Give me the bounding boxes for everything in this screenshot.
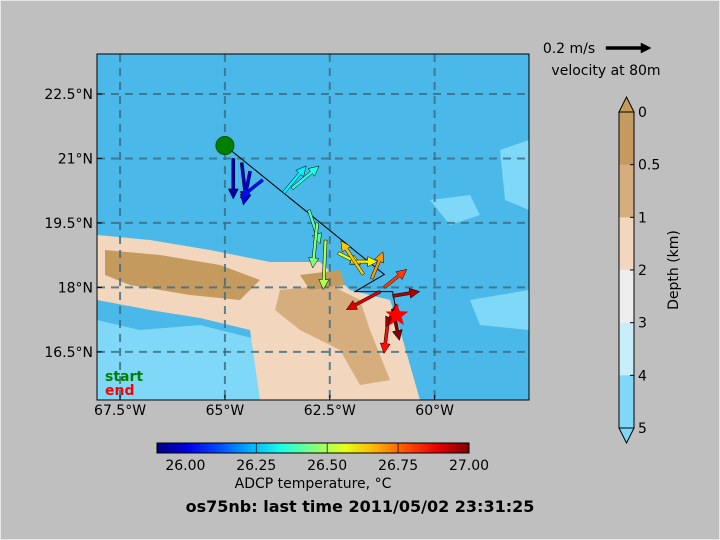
ship-track — [224, 145, 398, 316]
land — [275, 285, 390, 385]
lon-tick-label: 62.5°W — [304, 403, 356, 419]
lat-tick-label: 22.5°N — [44, 87, 93, 103]
velocity-arrow — [345, 290, 382, 310]
lat-tick-label: 16.5°N — [44, 345, 93, 361]
end-marker — [385, 303, 409, 326]
colorbar-tick-label: 26.75 — [378, 458, 418, 474]
end-label: end — [105, 383, 134, 399]
velocity-arrow — [383, 269, 408, 289]
velocity-arrow — [290, 165, 320, 191]
lat-tick-label: 21°N — [58, 151, 93, 167]
depth-band — [619, 270, 634, 324]
map-frame — [96, 53, 530, 401]
depth-tick-label: 0.5 — [638, 158, 660, 174]
colorbar-tick-label: 27.00 — [449, 458, 489, 474]
velocity-arrow — [370, 251, 385, 280]
lat-tick-label: 18°N — [58, 280, 93, 296]
land — [105, 250, 260, 300]
deep-water — [430, 195, 529, 330]
title: os75nb: last time 2011/05/02 23:31:25 — [186, 497, 535, 516]
depth-band — [619, 164, 634, 218]
depth-tick-label: 3 — [638, 316, 647, 332]
lon-tick-label: 67.5°W — [94, 403, 146, 419]
depth-tick-label: 2 — [638, 263, 647, 279]
depth-band — [619, 217, 634, 271]
deep-water — [97, 320, 270, 400]
temperature-colorbar — [156, 442, 470, 454]
velocity-arrow — [282, 165, 307, 195]
depth-tick-label: 5 — [638, 421, 647, 437]
velocity-arrow — [340, 240, 365, 276]
depth-tick-label: 4 — [638, 368, 647, 384]
velocity-arrow — [227, 158, 239, 200]
scale-label: 0.2 m/s — [543, 41, 595, 57]
lat-tick-label: 19.5°N — [44, 216, 93, 232]
depth-band — [619, 375, 634, 429]
start-marker — [215, 136, 235, 156]
colorbar-tick-label: 26.25 — [236, 458, 276, 474]
depth-tick-label: 1 — [638, 210, 647, 226]
marks — [215, 136, 421, 355]
velocity-arrow — [318, 239, 330, 291]
depth-label: Depth (km) — [666, 230, 682, 310]
map-background — [97, 54, 529, 400]
velocity-arrow — [308, 222, 320, 269]
velocity-arrow — [239, 178, 264, 199]
depth-band — [619, 322, 634, 376]
lon-tick-label: 65°W — [206, 403, 245, 419]
scale-caption: velocity at 80m — [551, 63, 660, 79]
velocity-arrow — [392, 287, 421, 299]
colorbar-tick-label: 26.50 — [307, 458, 347, 474]
lon-tick-label: 60°W — [415, 403, 454, 419]
depth-tick-label: 0 — [638, 105, 647, 121]
scale-arrow — [605, 42, 652, 54]
start-label: start — [105, 369, 143, 385]
temperature-label: ADCP temperature, °C — [235, 476, 392, 492]
depth-band — [619, 112, 634, 166]
colorbar-tick-label: 26.00 — [165, 458, 205, 474]
